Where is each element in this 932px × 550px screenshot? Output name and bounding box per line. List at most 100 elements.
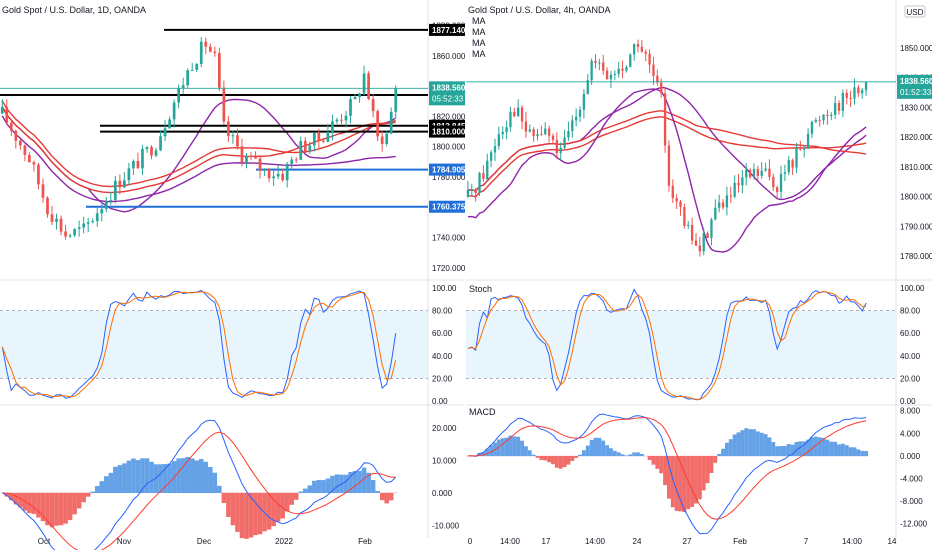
candle-body [9, 122, 13, 131]
candle-body [524, 121, 528, 132]
candle-body [663, 93, 667, 146]
candle-body [826, 114, 829, 117]
candle-body [77, 227, 81, 230]
macd-histogram-bar [670, 455, 675, 508]
level-tag [429, 125, 465, 138]
candle-body [308, 145, 312, 152]
stoch-tick-label: 20.00 [900, 374, 921, 383]
candle-body [857, 87, 860, 94]
macd-line [467, 413, 867, 535]
candle-body [505, 127, 508, 133]
candle-body [317, 132, 321, 141]
macd-histogram-bar [266, 492, 272, 530]
candle-body [675, 198, 678, 202]
macd-tick-label: -4.000 [900, 474, 923, 483]
macd-histogram-bar [248, 492, 254, 538]
candle-body [567, 131, 570, 138]
candle-body [644, 51, 647, 54]
macd-histogram-bar [755, 431, 760, 457]
candle-body [50, 214, 54, 222]
candle-body [806, 133, 810, 148]
time-tick-label: 14:00 [500, 537, 521, 546]
candle-body [764, 168, 767, 171]
candle-body [145, 147, 149, 149]
macd-histogram-bar [212, 472, 218, 494]
macd-histogram-bar [180, 458, 186, 494]
candle-body [5, 106, 9, 123]
candle-body [474, 189, 477, 193]
macd-histogram-bar [477, 453, 482, 457]
candle-body [706, 233, 709, 238]
candle-body [737, 182, 740, 186]
macd-histogram-bar [639, 453, 644, 457]
chart-title: Gold Spot / U.S. Dollar, 1D, OANDA [2, 5, 146, 15]
macd-histogram-bar [217, 485, 222, 494]
ma-legend-item: MA [472, 27, 486, 37]
candle-body [741, 177, 744, 186]
candle-body [380, 136, 384, 144]
macd-histogram-bar [99, 481, 105, 494]
macd-tick-label: 0.000 [900, 452, 921, 461]
candle-body [555, 140, 558, 154]
macd-histogram-bar [508, 435, 513, 457]
candle-body [841, 92, 845, 111]
macd-histogram-bar [54, 492, 59, 526]
candle-body [818, 119, 821, 121]
candle-body [326, 132, 330, 142]
macd-histogram-bar [325, 478, 331, 494]
macd-histogram-bar [140, 458, 145, 494]
candle-body [714, 207, 717, 220]
candle-body [371, 99, 375, 112]
candle-body [849, 97, 852, 99]
candle-body [536, 134, 539, 137]
stoch-tick-label: 60.00 [900, 329, 921, 338]
candle-body [236, 135, 239, 147]
candle-body [861, 90, 864, 94]
macd-histogram-bar [496, 439, 501, 457]
candle-body [489, 152, 493, 161]
stoch-label: Stoch [469, 284, 492, 294]
macd-histogram-bar [520, 440, 524, 457]
macd-histogram-bar [36, 492, 41, 518]
stoch-band [466, 310, 896, 379]
candle-body [163, 128, 167, 137]
macd-histogram-bar [13, 492, 19, 505]
left-chart-1d: 1720.0001740.0001760.0001780.0001800.000… [0, 0, 466, 550]
candle-body [136, 160, 140, 169]
candle-body [389, 111, 393, 134]
macd-histogram-bar [271, 492, 276, 527]
macd-histogram-bar [27, 492, 32, 514]
candle-body [783, 172, 787, 174]
level-tag-label: 1760.375 [432, 203, 466, 212]
macd-histogram-bar [45, 492, 50, 526]
moving-average-line [467, 116, 867, 198]
macd-histogram-bar [343, 474, 349, 494]
time-tick-label: 17 [542, 537, 551, 546]
macd-histogram-bar [90, 491, 95, 494]
candle-body [263, 169, 266, 171]
candle-body [195, 64, 199, 70]
macd-histogram-bar [574, 455, 579, 458]
candle-body [575, 116, 578, 121]
ma-legend-item: MA [472, 16, 486, 26]
candle-body [208, 46, 212, 52]
macd-histogram-bar [566, 455, 571, 465]
macd-histogram-bar [678, 455, 683, 512]
macd-histogram-bar [108, 472, 114, 494]
currency-badge [904, 5, 926, 18]
macd-histogram-bar [9, 492, 14, 501]
countdown-label: 05:52:33 [432, 94, 464, 103]
candle-body [141, 148, 144, 169]
macd-histogram-bar [825, 439, 830, 457]
stoch-k-line [467, 288, 867, 401]
macd-histogram-bar [257, 492, 263, 535]
candle-body [14, 130, 18, 141]
candle-body [190, 69, 194, 71]
candle-body [497, 134, 501, 147]
candle-body [864, 81, 868, 91]
macd-histogram-bar [690, 455, 695, 508]
candle-body [23, 145, 27, 155]
macd-histogram-bar [798, 441, 803, 457]
candle-body [272, 176, 275, 179]
